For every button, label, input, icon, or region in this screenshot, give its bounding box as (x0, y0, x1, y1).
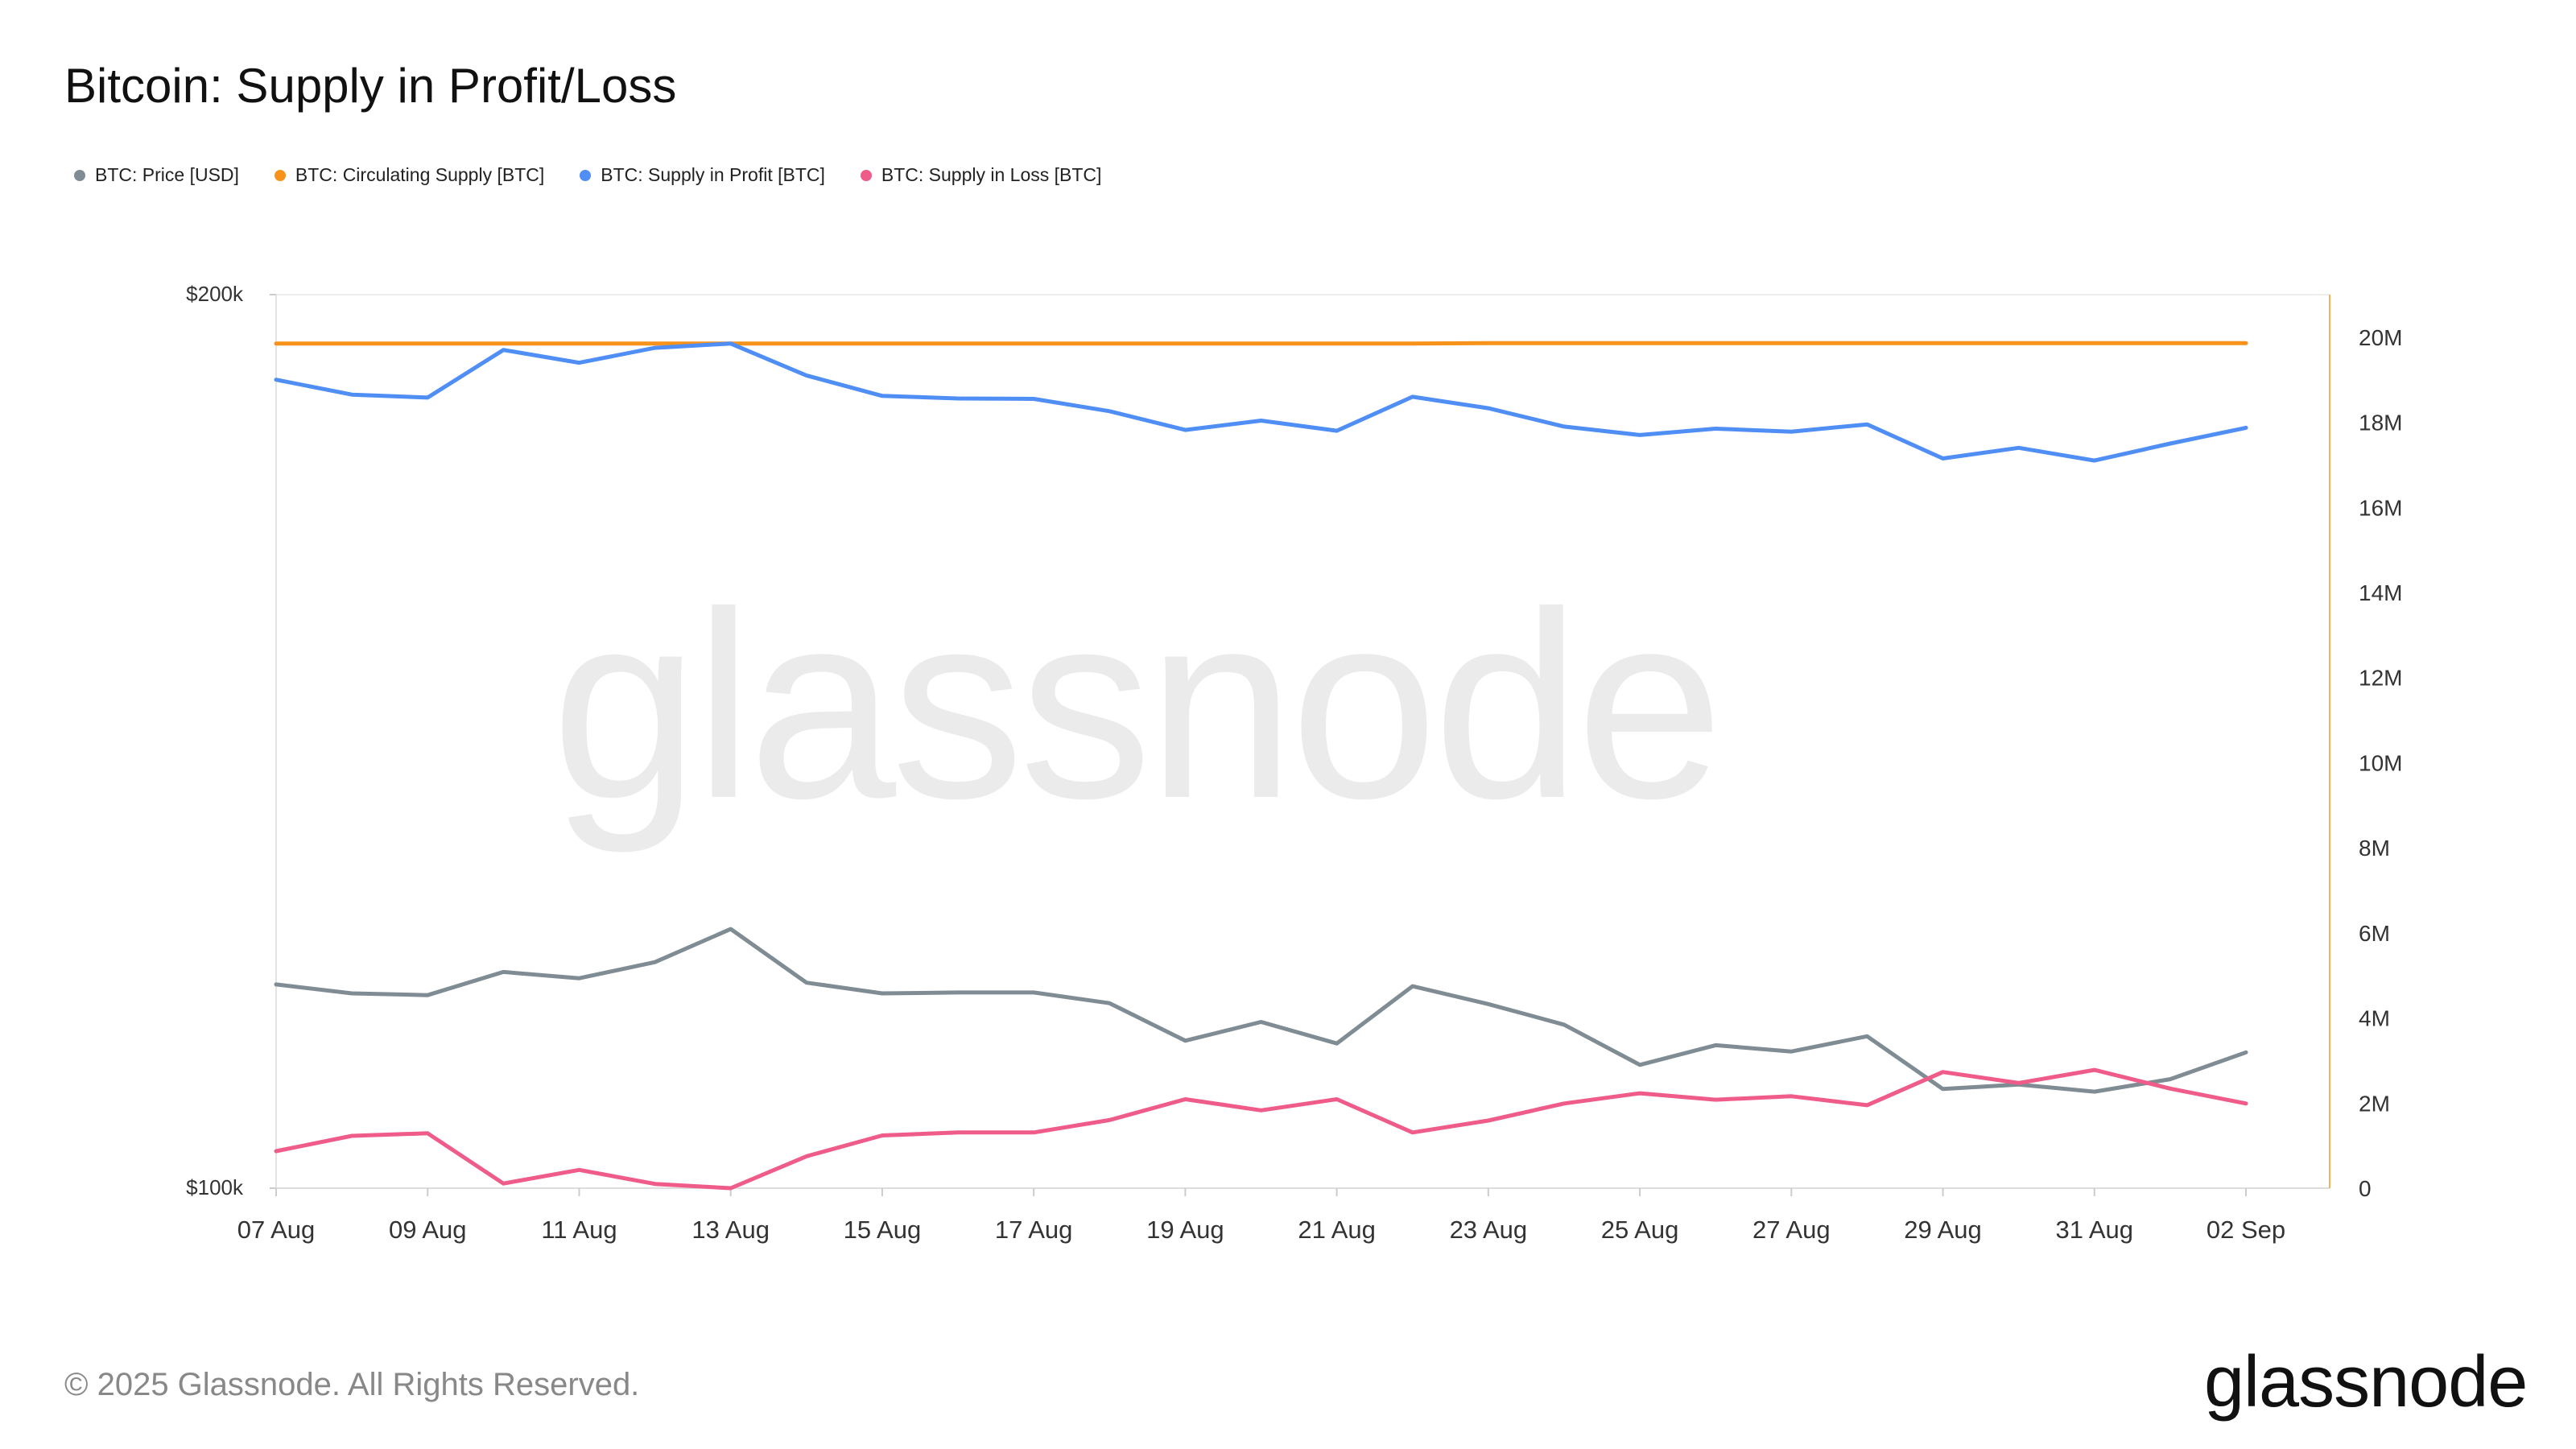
legend-dot-supply-in-profit (580, 169, 592, 181)
footer-copyright: © 2025 Glassnode. All Rights Reserved. (64, 1367, 640, 1402)
x-tick-label: 25 Aug (1601, 1216, 1679, 1244)
y-left-tick-label: $200k (186, 282, 244, 306)
x-tick-label: 27 Aug (1752, 1216, 1831, 1244)
y-right-tick-label: 0 (2359, 1176, 2372, 1201)
y-right-tick-label: 16M (2359, 495, 2402, 520)
y-left-tick-label: $100k (186, 1175, 244, 1199)
x-tick-label: 15 Aug (844, 1216, 922, 1244)
watermark: glassnode (551, 556, 1719, 855)
x-tick-label: 02 Sep (2207, 1216, 2285, 1244)
supply-in-loss-line (274, 1067, 2248, 1191)
legend-label-supply-in-profit: BTC: Supply in Profit [BTC] (601, 164, 825, 185)
circulating-supply-line (274, 341, 2248, 346)
x-tick-label: 31 Aug (2055, 1216, 2133, 1244)
series-layer (274, 341, 2248, 1191)
legend-item-supply-in-profit[interactable]: BTC: Supply in Profit [BTC] (580, 164, 825, 186)
x-tick-label: 23 Aug (1450, 1216, 1528, 1244)
y-right-tick-label: 14M (2359, 580, 2402, 605)
legend-label-supply-in-loss: BTC: Supply in Loss [BTC] (881, 164, 1102, 185)
legend-item-circulating-supply[interactable]: BTC: Circulating Supply [BTC] (274, 164, 545, 186)
y-right-tick-label: 2M (2359, 1091, 2390, 1116)
x-tick-label: 21 Aug (1298, 1216, 1376, 1244)
y-right-tick-label: 4M (2359, 1006, 2390, 1031)
legend-item-supply-in-loss[interactable]: BTC: Supply in Loss [BTC] (860, 164, 1102, 186)
x-tick-label: 11 Aug (541, 1216, 617, 1244)
supply-in-profit-line (274, 341, 2248, 463)
y-right-tick-label: 18M (2359, 411, 2402, 436)
legend-label-circulating-supply: BTC: Circulating Supply [BTC] (295, 164, 545, 185)
legend-label-price: BTC: Price [USD] (95, 164, 239, 185)
y-right-tick-label: 10M (2359, 750, 2402, 775)
legend-item-price[interactable]: BTC: Price [USD] (74, 164, 239, 186)
x-tick-label: 17 Aug (995, 1216, 1073, 1244)
x-tick-label: 07 Aug (237, 1216, 316, 1244)
x-tick-label: 13 Aug (691, 1216, 770, 1244)
chart-title: Bitcoin: Supply in Profit/Loss (64, 59, 677, 113)
x-tick-label: 09 Aug (389, 1216, 467, 1244)
glassnode-logo[interactable]: glassnode (2204, 1342, 2528, 1422)
y-right-tick-label: 12M (2359, 666, 2402, 691)
legend-dot-circulating-supply (274, 169, 286, 181)
y-right-tick-label: 8M (2359, 836, 2390, 861)
legend-dot-supply-in-loss (860, 169, 872, 181)
axes: $100k $200k 0 2M 4M 6M 8M 10M 12M 14M 16M 18M 20M 07 … (186, 282, 2402, 1244)
y-right-tick-label: 20M (2359, 325, 2402, 350)
y-right-tick-label: 6M (2359, 921, 2390, 946)
legend-dot-price (74, 169, 85, 181)
x-tick-label: 19 Aug (1146, 1216, 1224, 1244)
legend: BTC: Price [USD] BTC: Circulating Supply… (74, 164, 1137, 186)
x-tick-label: 29 Aug (1904, 1216, 1982, 1244)
price-line (274, 927, 2248, 1094)
